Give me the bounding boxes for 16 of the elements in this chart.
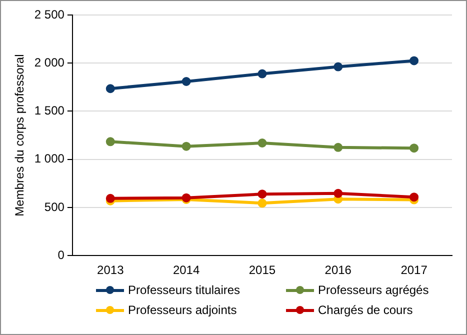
legend-label: Professeurs adjoints [128, 303, 237, 317]
legend-label: Professeurs agrégés [318, 283, 429, 297]
x-tick-label: 2014 [172, 263, 200, 278]
legend-label: Chargés de cours [318, 303, 413, 317]
legend-label: Professeurs titulaires [128, 283, 240, 297]
y-tick-label: 0 [58, 248, 65, 262]
x-tick-label: 2015 [248, 263, 276, 278]
x-tick-label: 2016 [324, 263, 352, 278]
x-tick-label: 2017 [400, 263, 428, 278]
x-tick-label: 2013 [97, 263, 124, 278]
y-tick-label: 1 000 [34, 152, 65, 166]
y-axis-title: Membres du corps professoral [12, 54, 27, 216]
y-tick-label: 1 500 [34, 104, 65, 118]
y-tick-label: 2 500 [34, 7, 65, 22]
y-tick-label: 500 [44, 200, 65, 214]
y-tick-label: 2 000 [34, 55, 65, 70]
